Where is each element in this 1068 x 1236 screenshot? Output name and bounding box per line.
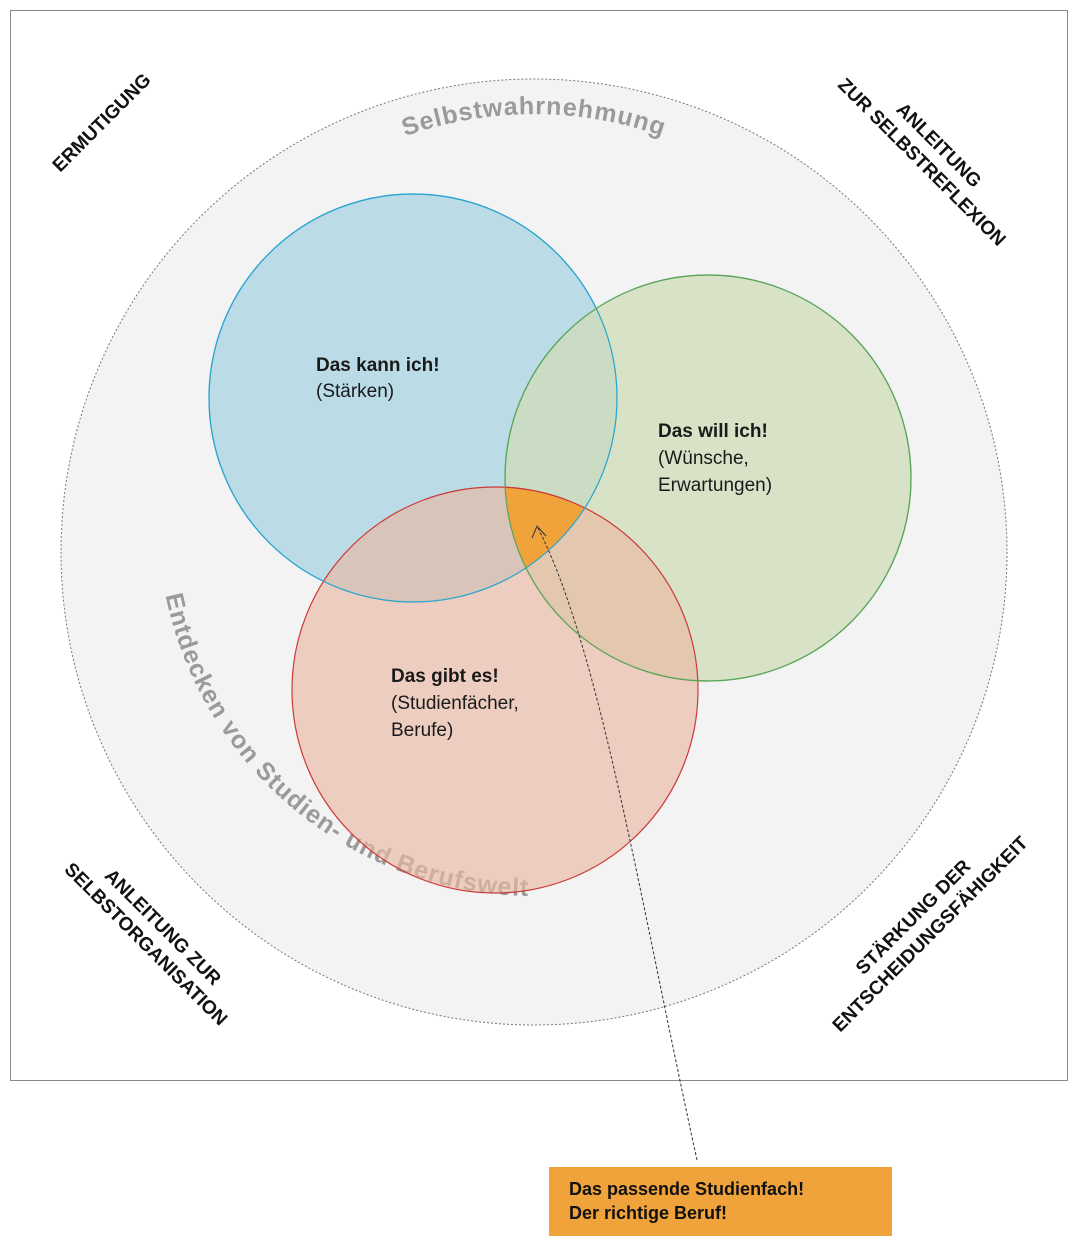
options-title: Das gibt es! <box>391 666 499 687</box>
circle-strengths-outline <box>208 193 618 603</box>
strengths-subtitle: (Stärken) <box>316 381 394 402</box>
circle-wishes-outline <box>504 274 912 682</box>
options-subtitle-2: Berufe) <box>391 720 453 741</box>
result-line-1: Das passende Studienfach! <box>569 1179 805 1199</box>
options-subtitle-1: (Studienfächer, <box>391 693 519 714</box>
wishes-title: Das will ich! <box>658 421 768 442</box>
wishes-subtitle-2: Erwartungen) <box>658 475 772 496</box>
result-line-2: Der richtige Beruf! <box>569 1203 728 1223</box>
pointer-arrowhead <box>531 525 547 539</box>
circle-options <box>291 486 699 894</box>
wishes-subtitle-1: (Wünsche, <box>658 448 749 469</box>
result-box: Das passende Studienfach! Der richtige B… <box>549 1167 892 1236</box>
strengths-title: Das kann ich! <box>316 355 440 376</box>
pointer-arrow-line <box>537 527 698 1161</box>
